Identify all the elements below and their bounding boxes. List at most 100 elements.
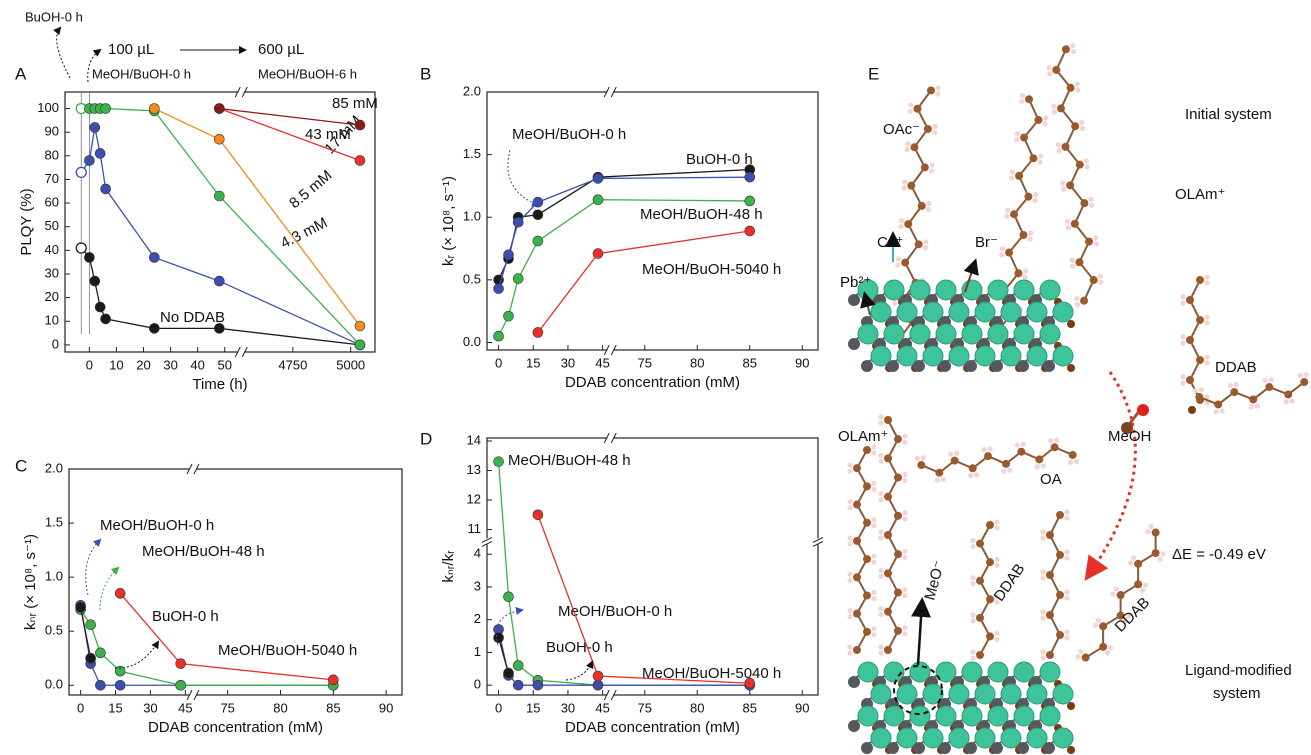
x-tick-label: 40 — [190, 357, 204, 372]
y-axis-label: kₙᵣ (× 10⁸, s⁻¹) — [22, 534, 39, 630]
cs-atom — [883, 323, 905, 345]
hydrogen-atom — [994, 525, 1000, 531]
hydrogen-atom — [1047, 71, 1053, 77]
data-point — [214, 133, 225, 145]
carbon-atom — [1061, 45, 1070, 54]
cs-atom — [1039, 279, 1061, 301]
series-line — [119, 592, 334, 681]
hydrogen-atom — [895, 256, 902, 262]
axis-break — [234, 346, 248, 358]
hydrogen-atom — [1038, 153, 1044, 159]
hydrogen-atom — [871, 486, 877, 492]
hydrogen-atom — [1074, 81, 1080, 87]
carbon-atom — [1001, 459, 1010, 468]
hydrogen-atom — [1004, 207, 1011, 213]
hydrogen-atom — [847, 468, 853, 474]
hydrogen-atom — [1204, 394, 1210, 400]
carbon-atom — [950, 456, 959, 465]
carbon-atom — [1066, 181, 1075, 190]
x-tick-label: 30 — [561, 355, 575, 370]
carbon-atom — [1056, 551, 1064, 559]
cs-atom — [948, 301, 970, 323]
x-tick-label: 90 — [379, 700, 393, 715]
carbon-atom — [863, 627, 871, 636]
hydrogen-atom — [878, 573, 884, 579]
x-tick-label: 45 — [595, 700, 609, 715]
hydrogen-atom — [871, 480, 877, 486]
carbon-atom — [1046, 531, 1054, 539]
hydrogen-atom — [1093, 235, 1099, 241]
hydrogen-atom — [871, 632, 877, 638]
arrow — [87, 48, 102, 83]
cs-atom — [987, 279, 1009, 301]
hydrogen-atom — [847, 535, 853, 541]
axis-break — [603, 689, 617, 701]
x-tick-label: 80 — [690, 355, 704, 370]
panel-label: D — [420, 429, 432, 448]
data-point — [100, 103, 111, 114]
cs-atom — [1026, 345, 1048, 367]
x-axis-label: DDAB concentration (mM) — [565, 374, 740, 391]
pb-atom — [887, 742, 899, 754]
hydrogen-atom — [1019, 92, 1026, 98]
series-label: 43 mM — [305, 126, 351, 143]
cs-atom — [1026, 683, 1048, 705]
axis-break — [186, 689, 200, 701]
x-tick-label: 80 — [273, 700, 287, 715]
series-line — [219, 107, 361, 162]
hydrogen-atom — [1040, 463, 1046, 469]
carbon-atom — [863, 591, 871, 600]
carbon-atom — [1196, 316, 1204, 324]
hydrogen-atom — [871, 553, 877, 559]
cs-atom — [883, 705, 905, 727]
hydrogen-atom — [902, 433, 908, 439]
x-tick-label: 5000 — [336, 357, 365, 372]
hydrogen-atom — [905, 141, 911, 147]
panel-label: A — [15, 64, 27, 83]
y-tick-label: 50 — [45, 218, 59, 233]
hydrogen-atom — [871, 523, 877, 529]
hydrogen-atom — [935, 91, 941, 97]
data-point — [532, 209, 544, 221]
x-tick-label: 30 — [163, 357, 177, 372]
x-tick-label: 85 — [743, 700, 757, 715]
hydrogen-atom — [1204, 354, 1210, 360]
carbon-atom — [853, 464, 861, 473]
x-tick-label: 85 — [743, 355, 757, 370]
pb-atom — [991, 742, 1003, 754]
hydrogen-atom — [1051, 103, 1057, 109]
cs-atom — [857, 661, 879, 683]
carbon-atom — [935, 468, 944, 477]
cs-atom — [922, 345, 944, 367]
hydrogen-atom — [1064, 555, 1070, 561]
carbon-atom — [1249, 395, 1258, 404]
x-tick-label: 45 — [178, 700, 192, 715]
data-point — [75, 166, 87, 179]
series-label: MeOH/BuOH-5040 h — [642, 665, 781, 682]
y-tick-label: 20 — [45, 289, 59, 304]
hydrogen-atom — [1227, 382, 1233, 389]
cs-atom — [909, 705, 931, 727]
hydrogen-atom — [1083, 158, 1089, 164]
carbon-atom — [853, 646, 861, 654]
hydrogen-atom — [1113, 586, 1119, 592]
x-tick-label: 45 — [595, 355, 609, 370]
hydrogen-atom — [878, 420, 884, 426]
carbon-atom — [1075, 258, 1084, 267]
carbon-atom — [1080, 296, 1089, 305]
hydrogen-atom — [1078, 648, 1084, 655]
hydrogen-atom — [940, 476, 946, 482]
data-point — [512, 660, 524, 671]
series-line — [537, 230, 750, 333]
hydrogen-atom — [1140, 587, 1146, 593]
hydrogen-atom — [1180, 374, 1186, 380]
hydrogen-atom — [907, 108, 913, 114]
carbon-atom — [1230, 388, 1239, 397]
hydrogen-atom — [1070, 263, 1076, 269]
pb-atom — [965, 360, 977, 372]
x-tick-label: 50 — [218, 357, 232, 372]
cs-atom — [935, 279, 957, 301]
hydrogen-atom — [970, 537, 976, 544]
data-point — [214, 190, 225, 202]
cs-atom — [1039, 705, 1061, 727]
